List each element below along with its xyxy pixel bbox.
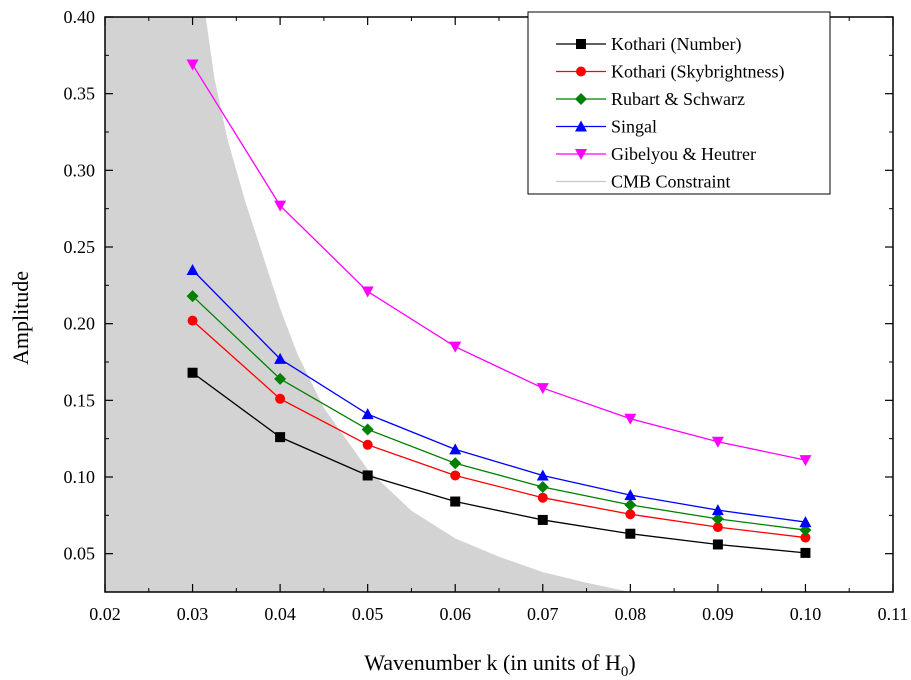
cmb-constraint-fill — [105, 17, 631, 592]
data-point — [625, 509, 636, 520]
legend-label: CMB Constraint — [611, 172, 731, 192]
data-point — [275, 393, 286, 404]
x-tick-label: 0.10 — [790, 604, 822, 624]
data-point — [800, 547, 811, 558]
data-point — [624, 489, 637, 501]
data-point — [187, 315, 198, 326]
cmb-constraint-region — [105, 17, 631, 592]
x-axis-title: Wavenumber k (in units of H0) — [364, 650, 636, 680]
legend-label: Kothari (Number) — [611, 34, 741, 55]
series-group — [186, 264, 812, 528]
x-tick-label: 0.02 — [89, 604, 121, 624]
data-point — [800, 532, 811, 543]
y-tick-label: 0.15 — [64, 390, 96, 410]
data-point — [449, 443, 462, 455]
x-axis-title-subscript: 0 — [621, 664, 629, 680]
data-point — [624, 413, 637, 425]
legend-marker — [576, 39, 586, 49]
series-group — [186, 290, 812, 537]
data-point — [536, 480, 549, 493]
series-line — [192, 269, 806, 523]
data-point — [536, 383, 549, 395]
series-group — [187, 367, 811, 558]
series-line — [192, 372, 806, 554]
data-point — [361, 286, 374, 298]
legend-marker — [576, 66, 586, 77]
data-point — [712, 539, 723, 550]
data-point — [711, 512, 724, 525]
data-point — [361, 408, 374, 420]
data-point — [362, 470, 373, 481]
x-tick-label: 0.06 — [439, 604, 471, 624]
legend-label: Singal — [611, 117, 657, 137]
data-point — [186, 264, 199, 275]
y-tick-label: 0.05 — [64, 544, 96, 564]
y-tick-label: 0.10 — [64, 467, 96, 487]
x-axis-title-main: Wavenumber k (in units of H — [364, 650, 621, 675]
data-point — [536, 469, 549, 481]
data-point — [799, 455, 812, 467]
data-point — [711, 436, 724, 448]
series-line — [192, 320, 806, 539]
legend-label: Kothari (Skybrightness) — [611, 62, 784, 83]
x-axis-title-suffix: ) — [628, 650, 635, 675]
data-point — [186, 290, 199, 303]
x-tick-label: 0.11 — [878, 604, 909, 624]
x-tick-label: 0.08 — [615, 604, 647, 624]
x-tick-label: 0.03 — [177, 604, 209, 624]
x-tick-label: 0.05 — [352, 604, 384, 624]
legend-marker — [575, 93, 587, 105]
y-tick-label: 0.30 — [64, 160, 96, 180]
tick-labels: 0.02 0.03 0.04 0.05 0.06 0.07 0.08 0.09 0.10 0.11… — [64, 7, 909, 624]
data-point — [450, 470, 461, 481]
series-line — [192, 295, 806, 531]
data-point — [361, 423, 374, 436]
x-tick-label: 0.09 — [702, 604, 734, 624]
data-point — [187, 367, 198, 378]
data-point — [449, 457, 462, 470]
data-point — [624, 498, 637, 511]
legend-label: Rubart & Schwarz — [611, 89, 745, 109]
y-tick-label: 0.25 — [64, 237, 96, 257]
data-point — [537, 492, 548, 503]
data-point — [711, 504, 724, 516]
data-point — [274, 372, 287, 385]
series-group — [186, 59, 812, 467]
legend-marker — [575, 149, 587, 160]
data-point — [449, 341, 462, 353]
data-point — [537, 514, 548, 525]
y-tick-label: 0.35 — [64, 84, 96, 104]
y-tick-label: 0.40 — [64, 7, 96, 27]
legend-marker — [575, 120, 587, 132]
x-tick-label: 0.04 — [264, 604, 296, 624]
series-group — [187, 315, 811, 543]
data-point — [186, 59, 199, 71]
series-lines — [186, 59, 812, 558]
y-tick-label: 0.20 — [64, 314, 96, 334]
data-point — [450, 496, 461, 507]
data-point — [274, 200, 287, 212]
data-point — [799, 516, 812, 528]
series-line — [192, 64, 806, 461]
legend: Kothari (Number) Kothari (Skybrightness) R… — [556, 34, 784, 192]
y-axis-title: Amplitude — [8, 271, 33, 365]
data-point — [274, 352, 287, 364]
legend-label: Gibelyou & Heutrer — [611, 144, 756, 164]
data-point — [275, 432, 286, 443]
data-point — [712, 522, 723, 533]
x-tick-label: 0.07 — [527, 604, 559, 624]
data-point — [625, 528, 636, 539]
data-point — [362, 439, 373, 450]
